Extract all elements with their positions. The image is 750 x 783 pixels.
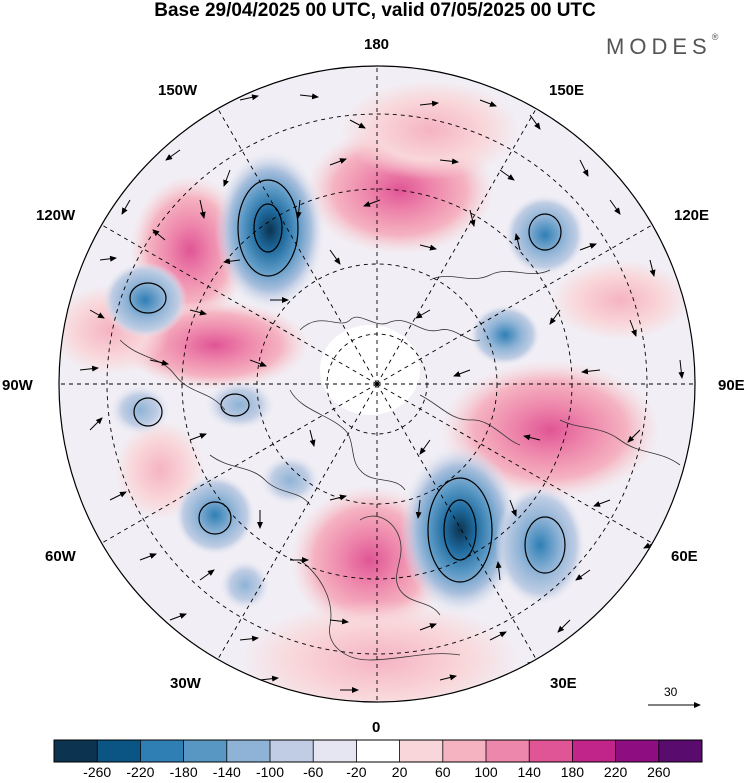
coastlines [119, 269, 681, 661]
colorbar-swatch [97, 740, 141, 762]
colorbar-swatch [399, 740, 444, 762]
negative-anomaly-greenland [260, 455, 320, 505]
colorbar-swatch [226, 740, 271, 762]
colorbar-swatch [615, 740, 660, 762]
negative-anomaly-alaska [215, 150, 325, 310]
colorbar-tick-label: 260 [647, 764, 671, 780]
colorbar-tick-label: -220 [126, 764, 155, 780]
negative-anomaly-west-canada [110, 385, 170, 435]
negative-anomaly-east-siberia [505, 195, 585, 275]
map-boundary [58, 65, 696, 703]
colorbar-tick-label: 140 [517, 764, 541, 780]
colorbar-tick-label: -140 [212, 764, 241, 780]
positive-anomaly-siberia [550, 260, 690, 340]
lon-label-30e: 30E [550, 675, 577, 692]
contours [129, 179, 566, 583]
colorbar-swatch [486, 740, 530, 762]
negative-anomaly-hudson [205, 380, 275, 430]
colorbar-tick-label: 60 [435, 764, 451, 780]
lon-label-150w: 150W [158, 82, 198, 99]
colorbar-swatch [313, 740, 357, 762]
colorbar-swatch [270, 740, 314, 762]
lon-label-90e: 90E [718, 377, 745, 394]
registered-mark: ® [711, 32, 719, 42]
reference-vector-label: 30 [664, 685, 678, 699]
colorbar-swatch [140, 740, 185, 762]
lon-label-90w: 90W [2, 377, 33, 394]
wind-vectors [79, 93, 685, 693]
lon-label-60w: 60W [45, 548, 76, 565]
modes-logo: MODES® [606, 32, 719, 60]
negative-anomaly-labrador [175, 475, 255, 555]
negative-anomaly-central-canada [103, 262, 187, 338]
colorbar-tick-label: -260 [83, 764, 112, 780]
brand-name: MODES [606, 34, 712, 59]
colorbar-swatch [529, 740, 573, 762]
lon-label-180: 180 [364, 36, 390, 53]
lon-label-120e: 120E [674, 207, 710, 224]
negative-anomaly-western-russia [495, 485, 585, 605]
positive-anomaly-north-africa [240, 600, 520, 702]
lon-label-30w: 30W [170, 675, 201, 692]
colorbar-tick-label: -60 [303, 764, 324, 780]
negative-anomaly-central-siberia [470, 305, 540, 365]
colorbar [53, 739, 703, 763]
map-field [59, 66, 695, 702]
colorbar-swatch [54, 740, 98, 762]
colorbar-tick-label: -20 [346, 764, 367, 780]
colorbar-tick-label: 180 [560, 764, 585, 780]
colorbar-swatch [658, 740, 703, 762]
colorbar-swatch [356, 740, 401, 762]
colorbar-tick-label: 100 [474, 764, 498, 780]
lon-label-60e: 60E [671, 548, 698, 565]
chart-title: Base 29/04/2025 00 UTC, valid 07/05/2025… [154, 0, 596, 21]
lon-label-120w: 120W [36, 207, 76, 224]
colorbar-tick-label: -180 [169, 764, 198, 780]
lon-label-150e: 150E [549, 82, 585, 99]
graticule [59, 66, 695, 702]
lon-label-0: 0 [372, 719, 381, 736]
negative-anomaly-ne-europe [400, 445, 520, 615]
negative-anomaly-mid-atlantic [220, 560, 270, 610]
colorbar-tick-label: 220 [603, 764, 628, 780]
colorbar-tick-label: -100 [255, 764, 285, 780]
colorbar-swatch [442, 740, 487, 762]
positive-anomaly-north-pacific [340, 80, 520, 180]
colorbar-frame [53, 739, 703, 763]
colorbar-tick-label: 20 [391, 764, 408, 780]
colorbar-swatch [572, 740, 617, 762]
colorbar-swatch [183, 740, 228, 762]
